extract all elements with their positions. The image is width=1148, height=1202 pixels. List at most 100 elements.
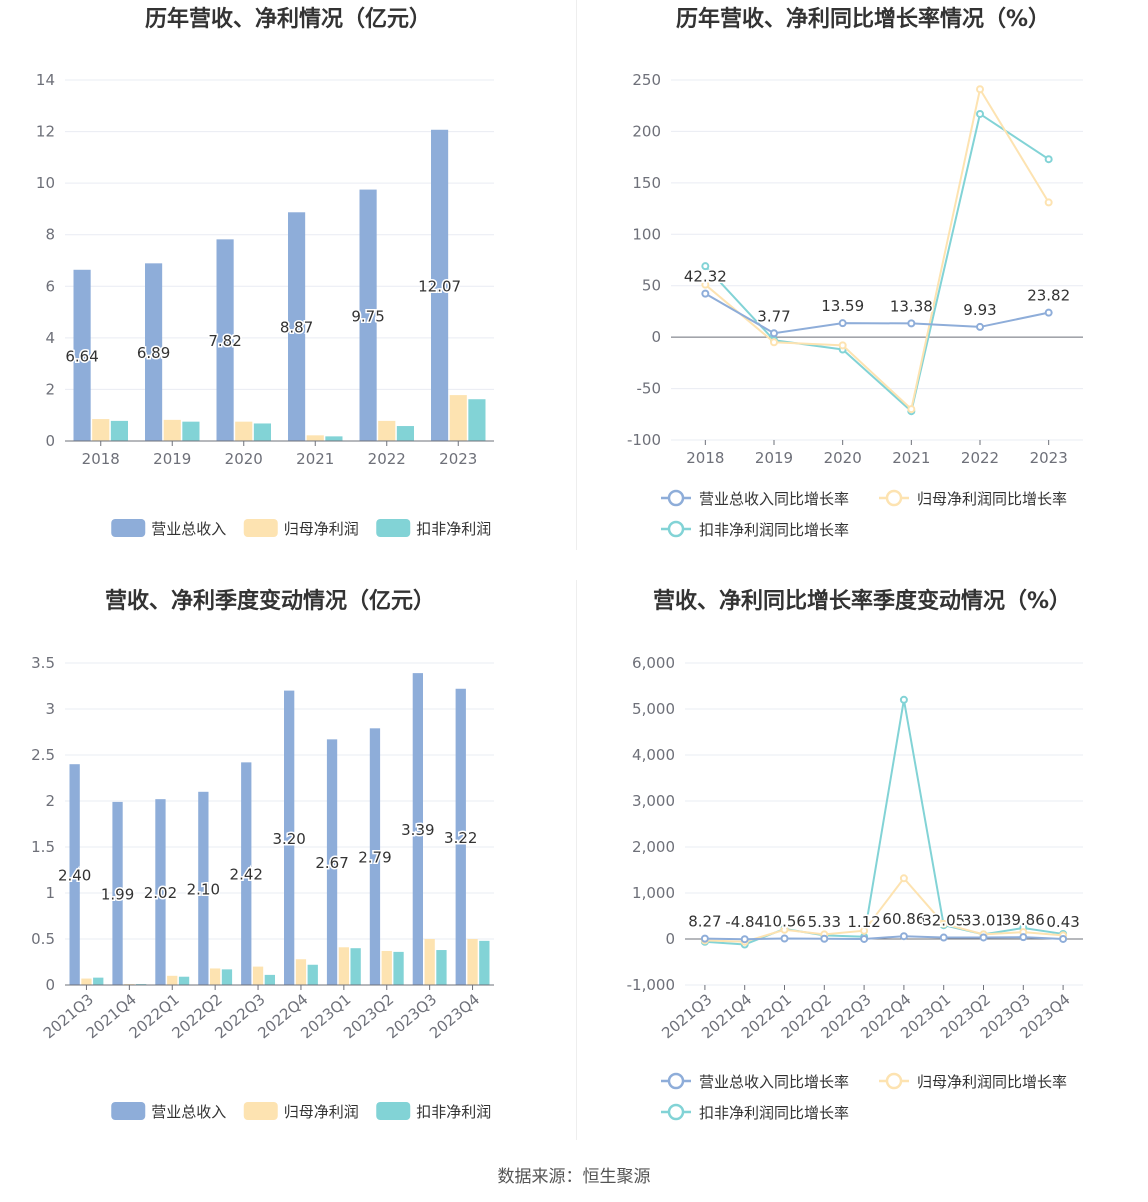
bar (216, 239, 234, 441)
series-point (976, 85, 984, 94)
series-point (838, 319, 847, 328)
y-tick-label: 0 (665, 930, 675, 948)
bar (393, 951, 404, 985)
series-3 (701, 109, 1053, 416)
bar (163, 419, 181, 441)
y-tick-label: 2,000 (632, 838, 675, 856)
data-labels: 6.64 6.89 7.82 8.87 9.75 12.07 (64, 276, 463, 367)
legend-label: 营业总收入同比增长率 (699, 1073, 849, 1091)
data-label: 2.67 (315, 854, 348, 872)
bar (467, 939, 478, 985)
series-point (770, 338, 778, 347)
y-tick-label: 6 (45, 277, 55, 295)
series-point (700, 934, 709, 943)
annual-growth-line-chart: 历年营收、净利同比增长率情况（%） -100 -50 0 50 100 150 200 250 2… (627, 6, 1083, 539)
data-label: 8.87 (280, 319, 313, 337)
x-tick-label: 2018 (686, 449, 724, 467)
bars (73, 129, 486, 442)
y-tick-label: -100 (627, 431, 661, 449)
bar (306, 435, 324, 441)
bar (295, 959, 307, 985)
series-point (939, 933, 948, 942)
bar (145, 263, 163, 441)
legend-marker (667, 520, 685, 538)
legend-label: 归母净利润同比增长率 (917, 1073, 1067, 1091)
series-point (701, 262, 710, 271)
y-tick-label: 8 (45, 226, 55, 244)
data-label: 2.79 (358, 849, 391, 867)
legend-label: 营业总收入同比增长率 (699, 490, 849, 508)
bar (69, 764, 80, 985)
bar (264, 974, 275, 985)
bar (252, 966, 264, 985)
series-point (899, 932, 908, 941)
bar (378, 420, 396, 441)
data-label: 33.01 (962, 911, 1005, 929)
data-label: 10.56 (763, 913, 806, 931)
data-label: 13.38 (890, 297, 933, 315)
data-label: 3.39 (401, 821, 434, 839)
bar (178, 976, 190, 985)
bars (69, 673, 490, 985)
legend: 营业总收入 归母净利润 扣非净利润 (111, 1102, 491, 1121)
data-label: -4.84 (725, 913, 764, 931)
y-tick-label: -1,000 (627, 976, 675, 994)
series-point (907, 405, 916, 414)
data-label: 13.59 (821, 297, 864, 315)
series-line (704, 699, 1064, 946)
legend-marker (667, 1103, 685, 1121)
data-label: 2.10 (187, 880, 220, 898)
series-point (701, 280, 710, 289)
bar (449, 395, 467, 441)
data-label: 2.42 (230, 866, 263, 884)
series-point (907, 319, 916, 328)
y-tick-label: 3 (45, 700, 55, 718)
bar (112, 801, 123, 985)
series-point (770, 329, 778, 338)
x-tick-label: 2021 (892, 449, 930, 467)
x-tick-label: 2023 (439, 450, 477, 468)
data-labels: 2.40 1.99 2.02 2.10 2.42 3.20 2.67 2.79 3.39 3.22 (56, 820, 479, 905)
chart-title: 历年营收、净利情况（亿元） (145, 6, 431, 32)
bar (359, 189, 377, 441)
bar (93, 977, 104, 985)
x-tick-label: 2019 (755, 449, 793, 467)
bar (412, 673, 424, 985)
data-label: 6.89 (137, 344, 170, 362)
data-labels: 42.32 3.77 13.59 13.38 9.93 23.82 (682, 266, 1071, 327)
chart-title: 营收、净利同比增长率季度变动情况（%） (653, 588, 1071, 614)
y-tick-label: 4 (45, 329, 55, 347)
legend-marker (885, 1072, 903, 1090)
data-label: 1.99 (101, 885, 134, 903)
y-tick-label: 1,000 (632, 884, 675, 902)
bar (198, 791, 209, 985)
bar (284, 690, 295, 985)
quarter-line-panel: 营收、净利同比增长率季度变动情况（%） -1,000 0 1,000 2,000 3,00… (577, 580, 1148, 1150)
legend-swatch (111, 519, 146, 537)
data-label: 42.32 (684, 268, 727, 286)
data-label: 3.77 (757, 307, 790, 325)
data-label: 32.05 (922, 912, 965, 930)
y-tick-label: 0 (45, 976, 55, 994)
y-tick-label: 0 (45, 432, 55, 450)
legend-swatch (111, 1102, 146, 1120)
x-tick-label: 2020 (824, 449, 862, 467)
bar (167, 975, 178, 985)
series-line (704, 292, 1049, 335)
x-tick-label: 2022 (368, 450, 406, 468)
annual-line-panel: 历年营收、净利同比增长率情况（%） -100 -50 0 50 100 150 200 250 2… (577, 0, 1148, 560)
data-label: 3.22 (444, 829, 477, 847)
series-point (838, 341, 847, 350)
legend-swatch (376, 519, 411, 537)
y-tick-label: 2 (45, 380, 55, 398)
series-point (820, 934, 829, 943)
x-tick-label: 2023 (1030, 449, 1068, 467)
bar (307, 964, 318, 985)
bar (81, 978, 92, 985)
panel-divider (576, 0, 577, 550)
bar (431, 129, 449, 442)
y-tick-label: 0 (651, 328, 661, 346)
